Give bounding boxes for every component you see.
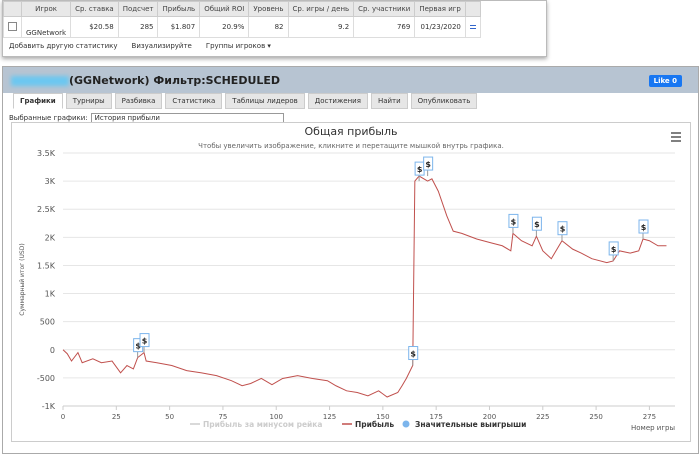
- legend-label[interactable]: Значительные выигрыши: [415, 420, 526, 429]
- flag-label: $: [417, 165, 423, 174]
- y-tick-label: 0: [50, 346, 55, 355]
- x-tick-label: 225: [536, 413, 549, 421]
- flag[interactable]: [408, 346, 419, 361]
- selector-label: Выбранные графики:: [9, 114, 88, 122]
- legend-label[interactable]: Прибыль за минусом рейка: [203, 420, 322, 429]
- flag-label: $: [135, 342, 141, 351]
- x-tick-label: 150: [376, 413, 389, 421]
- column-header: Первая игр: [414, 1, 466, 17]
- toolbar: Добавить другую статистику Визуализируйте…: [9, 42, 285, 50]
- toolbar-item[interactable]: Визуализируйте: [131, 42, 192, 50]
- flag-label: $: [142, 337, 148, 346]
- tab[interactable]: Турниры: [65, 93, 112, 109]
- x-tick-label: 275: [643, 413, 656, 421]
- stats-panel: Игрок Ср. ставка Подсчет Прибыль Общий ROI Ур…: [2, 0, 547, 57]
- y-tick-label: 3.5K: [37, 149, 56, 158]
- stats-table: Игрок Ср. ставка Подсчет Прибыль Общий ROI Ур…: [3, 1, 481, 38]
- column-header: Подсчет: [117, 1, 159, 17]
- menu-icon[interactable]: [671, 132, 681, 142]
- legend-marker: [402, 420, 410, 428]
- y-tick-label: 500: [40, 318, 55, 327]
- flag[interactable]: [139, 333, 150, 348]
- column-header: Ср. ставка: [70, 1, 119, 17]
- data-row: GGNetwork $20.58 285 $1.807 20.9% 82 9.2 769 01/…: [3, 16, 481, 38]
- y-tick-label: -1K: [42, 402, 56, 411]
- column-header: Ср. игры / день: [287, 1, 355, 17]
- x-tick-label: 175: [429, 413, 442, 421]
- flag-label: $: [410, 350, 416, 359]
- chart-subtitle: Чтобы увеличить изображение, кликните и …: [198, 142, 504, 150]
- x-tick-label: 100: [270, 413, 283, 421]
- y-tick-label: 1K: [45, 290, 56, 299]
- chart: Общая прибыль Чтобы увеличить изображени…: [11, 122, 691, 442]
- x-tick-label: 200: [483, 413, 496, 421]
- link-header: [464, 1, 481, 17]
- column-header: Игрок: [20, 1, 72, 17]
- cell: 769: [353, 16, 416, 38]
- y-tick-label: 3K: [45, 177, 56, 186]
- like-button[interactable]: Like 0: [648, 75, 682, 87]
- cell: 82: [248, 16, 289, 38]
- y-axis-label: Суммарный итог (USD): [19, 243, 26, 315]
- tab[interactable]: Статистика: [165, 93, 223, 109]
- x-axis-label: Номер игры: [631, 424, 675, 432]
- flag-label: $: [641, 223, 647, 232]
- tab[interactable]: Графики: [13, 93, 63, 109]
- checkbox-cell: [3, 16, 22, 38]
- column-header: Ср. участники: [353, 1, 416, 17]
- flag-label: $: [611, 245, 617, 254]
- x-tick-label: 25: [112, 413, 121, 421]
- flag-label: $: [560, 225, 566, 234]
- column-header: Общий ROI: [199, 1, 250, 17]
- tab[interactable]: Достижения: [307, 93, 368, 109]
- tabs: Графики Турниры Разбивка Статистика Таблицы …: [13, 93, 478, 109]
- x-tick-label: 75: [218, 413, 227, 421]
- flag-label: $: [511, 217, 517, 226]
- tab[interactable]: Опубликовать: [410, 93, 478, 109]
- y-tick-label: 2K: [45, 233, 56, 242]
- cell: $20.58: [70, 16, 119, 38]
- flag-label: $: [425, 160, 431, 169]
- chart-title: Общая прибыль: [305, 125, 398, 138]
- cell: 20.9%: [199, 16, 250, 38]
- graph-panel: (GGNetwork) Фильтр:SCHEDULED Like 0 Граф…: [2, 66, 699, 454]
- cell: 01/23/2020: [414, 16, 466, 38]
- cell: $1.807: [157, 16, 201, 38]
- column-header: Уровень: [248, 1, 289, 17]
- blurred-name: [11, 76, 69, 86]
- y-tick-label: -500: [37, 374, 55, 383]
- flag[interactable]: [531, 216, 542, 231]
- tab[interactable]: Таблицы лидеров: [225, 93, 305, 109]
- profit-line: [62, 175, 667, 398]
- x-tick-label: 125: [323, 413, 336, 421]
- tab[interactable]: Найти: [370, 93, 408, 109]
- cell: 285: [117, 16, 159, 38]
- flag[interactable]: [423, 156, 434, 171]
- cell: GGNetwork: [20, 16, 72, 38]
- x-tick-label: 50: [165, 413, 174, 421]
- x-tick-label: 0: [61, 413, 65, 421]
- cell: 9.2: [287, 16, 355, 38]
- y-tick-label: 2.5K: [37, 205, 56, 214]
- column-header: Прибыль: [157, 1, 201, 17]
- flag[interactable]: [608, 241, 619, 256]
- header-row: Игрок Ср. ставка Подсчет Прибыль Общий ROI Ур…: [3, 1, 481, 17]
- checkbox-header: [3, 1, 22, 17]
- panel-header: (GGNetwork) Фильтр:SCHEDULED Like 0: [3, 67, 698, 93]
- flag[interactable]: [638, 219, 649, 234]
- toolbar-item[interactable]: Группы игроков ▾: [205, 42, 271, 50]
- y-tick-label: 1.5K: [37, 261, 56, 270]
- toolbar-item[interactable]: Добавить другую статистику: [9, 42, 118, 50]
- flag-label: $: [534, 220, 540, 229]
- flag[interactable]: [508, 213, 519, 228]
- panel-title: (GGNetwork) Фильтр:SCHEDULED: [69, 74, 281, 87]
- link-cell: [464, 16, 481, 38]
- tab[interactable]: Разбивка: [114, 93, 163, 109]
- x-tick-label: 250: [589, 413, 602, 421]
- flag[interactable]: [557, 221, 568, 236]
- legend-label[interactable]: Прибыль: [355, 420, 394, 429]
